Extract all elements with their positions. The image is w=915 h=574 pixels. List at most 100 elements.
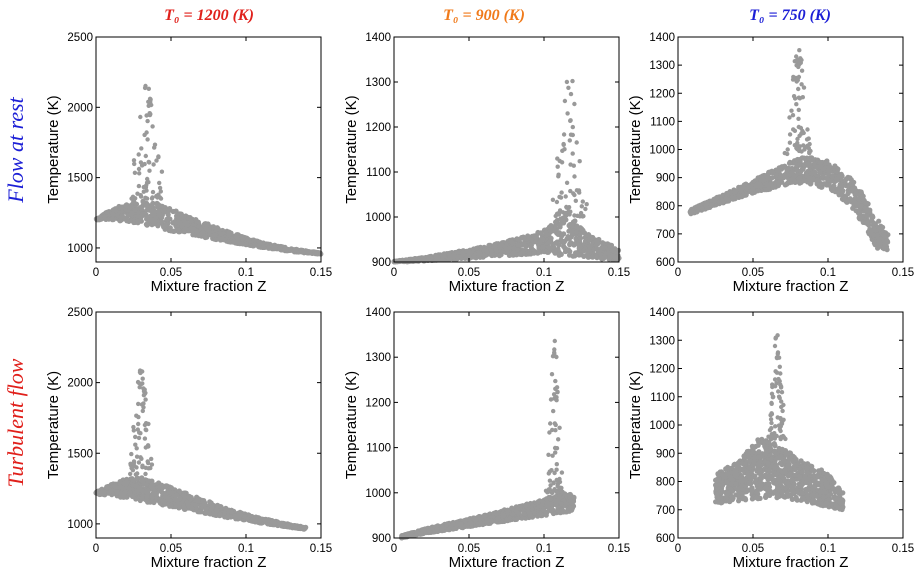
data-point bbox=[408, 532, 415, 538]
data-point bbox=[426, 528, 433, 534]
data-point bbox=[552, 487, 557, 492]
data-point bbox=[782, 150, 787, 156]
data-point bbox=[538, 230, 544, 236]
y-tick-label: 1300 bbox=[365, 77, 391, 89]
data-point bbox=[209, 504, 215, 510]
data-point bbox=[245, 237, 251, 243]
data-point bbox=[504, 507, 511, 513]
data-point bbox=[226, 231, 232, 238]
data-point bbox=[555, 389, 560, 394]
data-point bbox=[207, 499, 213, 505]
data-point bbox=[218, 231, 224, 237]
data-point bbox=[577, 235, 584, 241]
data-point bbox=[789, 169, 795, 175]
data-point bbox=[121, 494, 127, 500]
data-point bbox=[467, 520, 473, 526]
data-point bbox=[572, 192, 577, 198]
data-point bbox=[576, 242, 582, 248]
data-point bbox=[564, 79, 570, 85]
data-point bbox=[570, 151, 575, 156]
data-point bbox=[515, 241, 521, 248]
x-tick-label: 0.1 bbox=[820, 267, 836, 279]
data-point bbox=[147, 207, 153, 213]
series-points bbox=[93, 83, 324, 257]
data-point bbox=[181, 493, 187, 499]
data-point bbox=[559, 470, 565, 475]
data-point bbox=[136, 421, 141, 427]
data-point bbox=[753, 182, 759, 188]
data-point bbox=[786, 160, 793, 166]
data-point bbox=[149, 482, 155, 488]
data-point bbox=[782, 163, 788, 169]
data-point bbox=[740, 193, 746, 199]
data-point bbox=[143, 195, 148, 200]
data-point bbox=[150, 490, 156, 496]
data-point bbox=[151, 162, 156, 167]
data-point bbox=[838, 182, 844, 188]
data-point bbox=[159, 169, 165, 174]
x-tick-label: 0 bbox=[93, 267, 99, 279]
column-title-750: T₀ = 750 (K) bbox=[749, 7, 831, 24]
data-point bbox=[104, 209, 110, 215]
column-title-900: T₀ = 900 (K) bbox=[443, 7, 525, 24]
data-point bbox=[590, 254, 596, 260]
data-point bbox=[145, 137, 150, 142]
data-point bbox=[845, 191, 851, 197]
data-point bbox=[140, 408, 145, 414]
data-point bbox=[141, 405, 146, 410]
data-point bbox=[416, 256, 422, 262]
data-point bbox=[581, 213, 586, 219]
data-point bbox=[194, 497, 200, 503]
data-point bbox=[136, 460, 142, 465]
data-point bbox=[137, 171, 142, 176]
data-point bbox=[736, 193, 742, 199]
data-point bbox=[871, 227, 878, 233]
data-point bbox=[570, 124, 575, 130]
data-point bbox=[421, 526, 427, 533]
data-point bbox=[178, 211, 184, 217]
data-point bbox=[135, 471, 140, 476]
data-point bbox=[484, 517, 490, 523]
data-point bbox=[568, 91, 574, 97]
data-point bbox=[799, 82, 804, 87]
data-point bbox=[144, 493, 150, 500]
data-point bbox=[136, 414, 141, 420]
data-point bbox=[426, 254, 432, 260]
data-point bbox=[130, 493, 136, 500]
data-point bbox=[794, 102, 799, 107]
data-point bbox=[234, 232, 240, 238]
data-point bbox=[144, 183, 149, 188]
data-point bbox=[805, 168, 811, 174]
data-point bbox=[876, 239, 883, 246]
data-point bbox=[557, 194, 562, 200]
data-point bbox=[252, 519, 258, 525]
data-point bbox=[545, 249, 551, 255]
data-point bbox=[220, 236, 226, 242]
data-point bbox=[549, 468, 554, 473]
data-point bbox=[150, 189, 156, 195]
data-point bbox=[555, 231, 561, 237]
data-point bbox=[272, 246, 278, 252]
data-point bbox=[131, 424, 136, 430]
data-point bbox=[881, 232, 888, 238]
data-point bbox=[557, 509, 564, 516]
data-point bbox=[504, 246, 510, 252]
data-point bbox=[835, 166, 841, 172]
data-point bbox=[829, 173, 836, 179]
data-point bbox=[777, 178, 783, 184]
data-point bbox=[134, 454, 140, 459]
data-point bbox=[589, 242, 595, 248]
data-point bbox=[450, 252, 457, 258]
data-point bbox=[146, 159, 151, 165]
data-point bbox=[791, 94, 797, 99]
data-point bbox=[189, 506, 195, 512]
x-axis-label: Mixture fraction Z bbox=[151, 554, 267, 571]
x-axis-label: Mixture fraction Z bbox=[733, 278, 849, 295]
data-point bbox=[540, 244, 546, 250]
data-point bbox=[858, 203, 864, 210]
data-point bbox=[836, 173, 843, 179]
x-axis-label: Mixture fraction Z bbox=[449, 278, 565, 295]
data-point bbox=[568, 188, 573, 194]
data-point bbox=[804, 137, 810, 142]
